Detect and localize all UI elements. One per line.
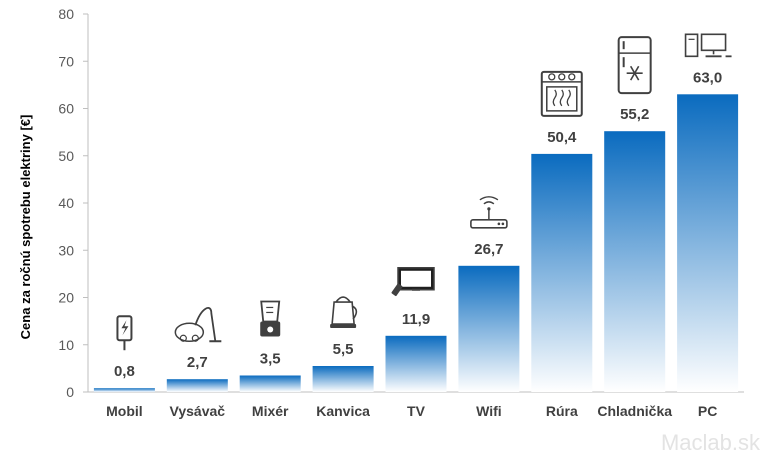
bar-3 <box>239 375 301 392</box>
value-label: 26,7 <box>474 241 503 258</box>
kettle-icon <box>330 297 356 329</box>
vacuum-cleaner-icon <box>174 308 221 341</box>
bar-5 <box>385 335 447 392</box>
y-tick-label: 80 <box>58 6 74 22</box>
blender-icon <box>260 301 281 337</box>
bars <box>93 94 739 393</box>
bar-9 <box>677 94 739 393</box>
oven-icon <box>542 72 582 116</box>
y-axis: 0 10 20 30 40 50 60 70 80 <box>58 6 744 400</box>
value-label: 5,5 <box>333 341 354 358</box>
category-label: Mobil <box>106 403 143 419</box>
category-label: Rúra <box>546 403 578 419</box>
value-label: 55,2 <box>620 106 649 123</box>
category-label: Vysávač <box>170 403 226 419</box>
category-label: PC <box>698 403 717 419</box>
bar-4 <box>312 366 374 392</box>
value-label: 50,4 <box>547 129 577 146</box>
y-tick-label: 30 <box>58 242 74 258</box>
value-label: 2,7 <box>187 354 208 371</box>
category-label: Chladnička <box>597 403 672 419</box>
value-label: 0,8 <box>114 363 135 380</box>
value-labels: 0,8 2,7 3,5 5,5 11,9 26,7 50,4 55,2 63,0 <box>114 69 722 380</box>
value-label: 11,9 <box>402 311 430 328</box>
bar-2 <box>166 379 228 392</box>
tv-icon <box>391 268 434 297</box>
watermark: Maclab.sk <box>661 430 761 455</box>
y-axis-label: Cena za ročnú spotrebu elektriny [€] <box>18 115 33 340</box>
y-tick-label: 70 <box>58 53 74 69</box>
pc-icon <box>686 34 732 56</box>
category-label: Kanvica <box>316 403 370 419</box>
y-tick-label: 20 <box>58 290 74 306</box>
category-label: Wifi <box>476 403 502 419</box>
y-tick-label: 40 <box>58 195 74 211</box>
y-tick-label: 10 <box>58 337 74 353</box>
bar-7 <box>531 153 593 392</box>
category-label: TV <box>407 403 426 419</box>
value-label: 63,0 <box>693 69 722 86</box>
appliance-icons <box>117 34 731 350</box>
category-label: Mixér <box>252 403 289 419</box>
bar-1 <box>93 388 155 392</box>
wifi-router-icon <box>471 197 507 228</box>
value-label: 3,5 <box>260 351 281 368</box>
y-tick-label: 60 <box>58 101 74 117</box>
category-labels: Mobil Vysávač Mixér Kanvica TV Wifi Rúra Chladn… <box>106 403 717 419</box>
phone-charging-icon <box>117 316 131 350</box>
fridge-icon <box>619 37 651 93</box>
y-tick-label: 50 <box>58 148 74 164</box>
y-tick-label: 0 <box>66 384 74 400</box>
bar-6 <box>458 265 520 392</box>
bar-8 <box>604 131 666 392</box>
